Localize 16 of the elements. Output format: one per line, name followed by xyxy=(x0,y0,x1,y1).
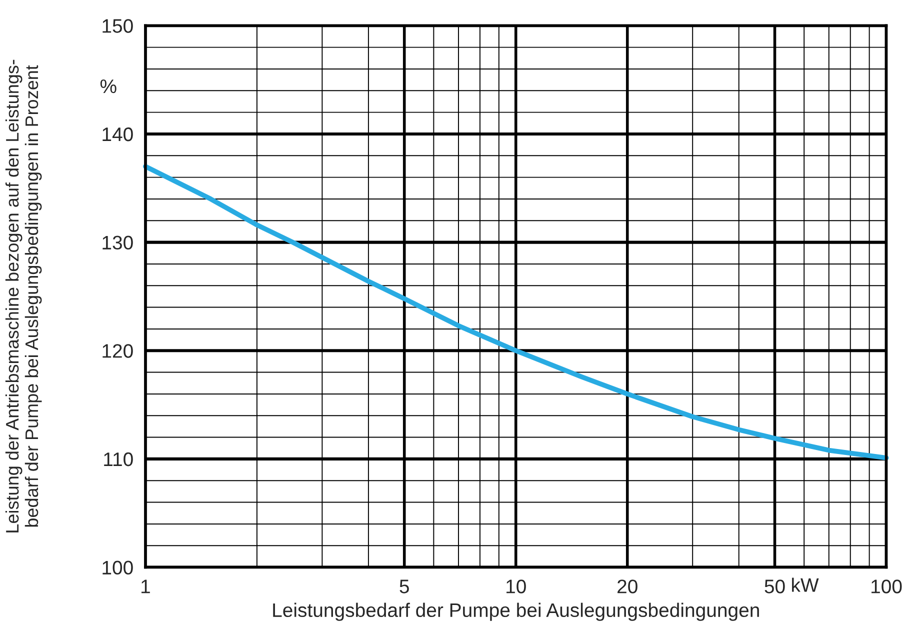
y-tick-label: 100 xyxy=(102,560,133,575)
y-tick-label: 110 xyxy=(104,452,133,466)
y-tick-label: 140 xyxy=(102,127,133,142)
x-tick-label: 20 xyxy=(618,580,638,594)
y-axis-title: Leistung der Antriebsmaschine bezogen auf den Leistungs- bedarf der Pumpe bei Auslegungsbedingungen in Prozent xyxy=(5,60,42,532)
x-tick-label: 50 xyxy=(764,580,785,594)
text: kW xyxy=(792,578,819,592)
y-tick-label: 120 xyxy=(102,344,133,358)
y-tick-label: 130 xyxy=(102,236,133,250)
x-tick-label: 10 xyxy=(506,580,526,594)
y-tick-label: 150 xyxy=(102,19,133,33)
text: % xyxy=(100,79,116,94)
x-tick-label: 1 xyxy=(142,580,150,594)
x-tick-label: 5 xyxy=(400,580,409,594)
x-axis-title: Leistungsbedarf der Pumpe bei Auslegungsbedingungen xyxy=(273,602,759,621)
x-tick-label: 100 xyxy=(872,580,902,594)
